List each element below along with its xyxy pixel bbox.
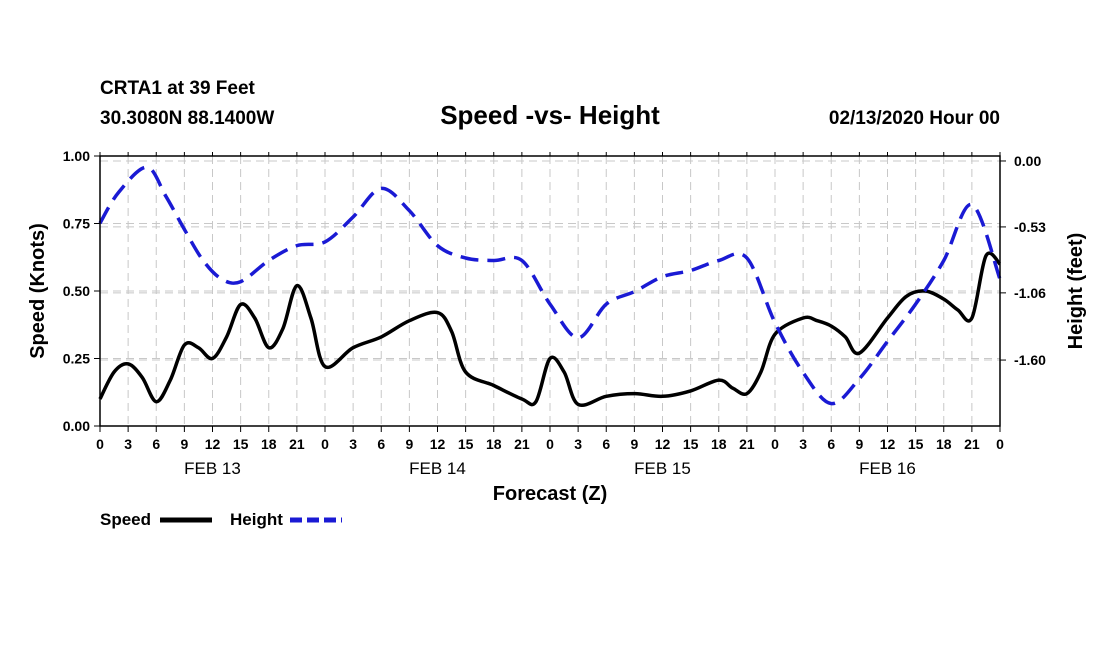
x-axis-label: Forecast (Z) bbox=[493, 483, 607, 505]
legend: Speed Height bbox=[100, 510, 342, 529]
x-tick-label: 15 bbox=[233, 436, 249, 452]
y-axis-left-label: Speed (Knots) bbox=[27, 223, 49, 359]
day-label: FEB 15 bbox=[634, 459, 691, 478]
x-tick-label: 6 bbox=[377, 436, 385, 452]
series-line-height bbox=[98, 165, 1002, 406]
y-right-tick-label: -1.06 bbox=[1014, 285, 1046, 301]
x-tick-label: 18 bbox=[936, 436, 952, 452]
series-lines bbox=[98, 165, 1002, 408]
x-tick-label: 15 bbox=[908, 436, 924, 452]
x-tick-label: 3 bbox=[124, 436, 132, 452]
y-axis-right-label: Height (feet) bbox=[1065, 233, 1087, 350]
x-tick-label: 15 bbox=[458, 436, 474, 452]
x-tick-label: 9 bbox=[180, 436, 188, 452]
x-tick-label: 6 bbox=[827, 436, 835, 452]
legend-speed-label: Speed bbox=[100, 510, 151, 529]
x-tick-label: 18 bbox=[711, 436, 727, 452]
x-tick-label: 3 bbox=[799, 436, 807, 452]
x-tick-label: 15 bbox=[683, 436, 699, 452]
x-tick-label: 3 bbox=[349, 436, 357, 452]
chart-title: Speed -vs- Height bbox=[440, 100, 660, 130]
day-label: FEB 16 bbox=[859, 459, 916, 478]
x-tick-label: 0 bbox=[96, 436, 104, 452]
y-left-tick-label: 0.25 bbox=[63, 351, 90, 367]
axes: 0 3 6 9 12 15 18 21 0 3 6 9 12 15 18 21 0 3 6 9 12 15 18 21 0 3 6 9… bbox=[63, 148, 1046, 478]
x-tick-label: 21 bbox=[289, 436, 305, 452]
x-tick-label: 3 bbox=[574, 436, 582, 452]
x-tick-label: 9 bbox=[855, 436, 863, 452]
x-tick-label: 6 bbox=[602, 436, 610, 452]
x-tick-label: 9 bbox=[405, 436, 413, 452]
station-label: CRTA1 at 39 Feet bbox=[100, 78, 256, 99]
x-tick-label: 12 bbox=[655, 436, 671, 452]
y-left-tick-label: 1.00 bbox=[63, 148, 90, 164]
x-tick-label: 0 bbox=[321, 436, 329, 452]
x-tick-label: 21 bbox=[964, 436, 980, 452]
x-tick-label: 18 bbox=[261, 436, 277, 452]
y-right-tick-label: -1.60 bbox=[1014, 352, 1046, 368]
x-tick-label: 0 bbox=[771, 436, 779, 452]
x-tick-label: 0 bbox=[996, 436, 1004, 452]
datetime-label: 02/13/2020 Hour 00 bbox=[829, 108, 1000, 129]
x-tick-label: 21 bbox=[514, 436, 530, 452]
legend-height-label: Height bbox=[230, 510, 283, 529]
x-tick-label: 21 bbox=[739, 436, 755, 452]
y-left-tick-label: 0.50 bbox=[63, 283, 90, 299]
x-tick-label: 12 bbox=[880, 436, 896, 452]
x-tick-label: 9 bbox=[630, 436, 638, 452]
x-tick-label: 12 bbox=[430, 436, 446, 452]
series-line-speed bbox=[98, 251, 1002, 408]
grid-lines bbox=[100, 156, 1000, 426]
day-label: FEB 14 bbox=[409, 459, 466, 478]
y-right-tick-label: 0.00 bbox=[1014, 153, 1041, 169]
y-left-tick-label: 0.00 bbox=[63, 418, 90, 434]
x-tick-label: 0 bbox=[546, 436, 554, 452]
x-tick-label: 18 bbox=[486, 436, 502, 452]
day-label: FEB 13 bbox=[184, 459, 241, 478]
location-label: 30.3080N 88.1400W bbox=[100, 108, 274, 129]
x-tick-label: 12 bbox=[205, 436, 221, 452]
x-tick-label: 6 bbox=[152, 436, 160, 452]
y-left-tick-label: 0.75 bbox=[63, 216, 90, 232]
y-right-tick-label: -0.53 bbox=[1014, 219, 1046, 235]
